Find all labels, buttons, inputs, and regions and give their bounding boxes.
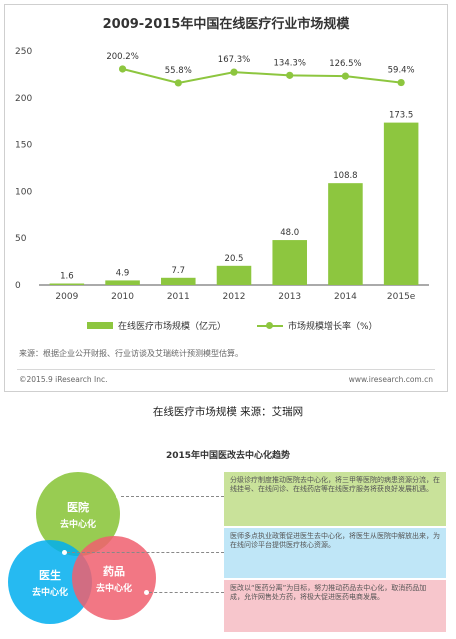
bar-data-label: 7.7 [172,266,186,276]
circle-drugs-label: 药品 [103,564,125,578]
y-tick-label: 200 [15,94,32,104]
growth-rate-label: 200.2% [106,52,138,62]
bar [161,277,196,285]
bar-data-label: 48.0 [280,228,299,238]
x-tick-label: 2014 [334,292,357,302]
connector-line-hospital [121,496,224,497]
circle-drugs: 药品 去中心化 [72,536,156,620]
connector-line-doctor [67,552,224,553]
chart-legend: 在线医疗市场规模（亿元） 市场规模增长率（%） [77,319,417,335]
bar-data-label: 1.6 [60,272,74,282]
website-text: www.iresearch.com.cn [348,375,433,384]
decentralization-infographic: 2015年中国医改去中心化趋势 医院 去中心化 医生 去中心化 药品 去中心化 … [4,440,452,636]
market-size-chart: 0 50 100 150 200 250 1.6 4.9 7.7 20.5 48.0 108.8 173… [15,47,429,302]
x-tick-label: 2009 [55,292,78,302]
y-tick-label: 250 [15,47,32,57]
bar [272,240,307,285]
y-tick-label: 0 [15,281,21,291]
x-tick-label: 2010 [111,292,134,302]
connector-line-drugs [149,592,224,593]
growth-rate-point [118,65,127,73]
connector-dot-doctor [62,550,67,555]
growth-rate-label: 134.3% [274,58,306,68]
y-tick-label: 100 [15,187,32,197]
divider [17,369,435,370]
circle-doctor-sublabel: 去中心化 [31,587,68,598]
growth-rate-line [122,68,402,84]
legend-line-swatch [257,321,283,330]
growth-rate-label: 167.3% [218,55,250,65]
bar-data-label: 173.5 [389,111,413,121]
legend-label-market-size: 在线医疗市场规模（亿元） [118,322,227,332]
bar [383,122,419,285]
connector-dot-drugs [144,590,149,595]
growth-rate-label: 126.5% [329,59,361,69]
chart-title: 2009-2015年中国在线医疗行业市场规模 [102,17,350,32]
growth-rate-label: 55.8% [165,66,192,76]
bar [216,265,252,285]
legend-bar-swatch [87,322,113,329]
growth-rate-point [341,72,350,80]
growth-rate-point [174,79,182,87]
circle-doctor-label: 医生 [39,568,61,582]
bar-data-label: 20.5 [225,254,244,264]
bar-data-label: 108.8 [333,171,357,181]
bar-data-label: 4.9 [116,268,130,278]
connector-dot-hospital [116,494,121,499]
infographic-title: 2015年中国医改去中心化趋势 [165,451,291,461]
source-note: 来源：根据企业公开财报、行业访谈及艾瑞统计预测模型估算。 [19,349,243,358]
legend-item-market-size: 在线医疗市场规模（亿元） [87,319,226,332]
legend-label-growth-rate: 市场规模增长率（%） [288,322,378,332]
bar [105,280,140,285]
circle-hospital-label: 医院 [67,500,89,514]
x-tick-label: 2013 [278,292,301,302]
x-tick-label: 2011 [167,292,190,302]
growth-rate-point [286,71,294,79]
growth-rate-point [397,78,405,87]
y-tick-label: 50 [15,234,27,244]
circle-hospital-sublabel: 去中心化 [59,519,96,530]
bar [49,283,85,285]
circle-drugs-sublabel: 去中心化 [95,583,132,594]
y-tick-label: 150 [15,141,32,151]
legend-item-growth-rate: 市场规模增长率（%） [257,319,378,332]
image-caption: 在线医疗市场规模 来源：艾瑞网 [152,406,304,418]
market-size-chart-card: 2009-2015年中国在线医疗行业市场规模 0 50 100 150 200 250 1.… [4,4,448,392]
x-tick-label: 2015e [387,292,416,302]
growth-rate-label: 59.4% [388,66,415,76]
x-tick-label: 2012 [223,292,246,302]
bar [328,183,363,285]
growth-rate-point [230,68,238,76]
info-box-doctor: 医师多点执业政策促进医生去中心化，将医生从医院中解放出来，为在线问诊平台提供医疗… [224,528,446,578]
copyright-text: ©2015.9 iResearch Inc. [19,375,108,384]
info-box-drugs: 医改以“医药分离”为目标，努力推动药品去中心化，取消药品加成，允许网售处方药，将… [224,580,446,632]
info-box-hospital: 分级诊疗制度推动医院去中心化，将三甲等医院的病患资源分流，在线挂号、在线问诊、在… [224,472,446,526]
